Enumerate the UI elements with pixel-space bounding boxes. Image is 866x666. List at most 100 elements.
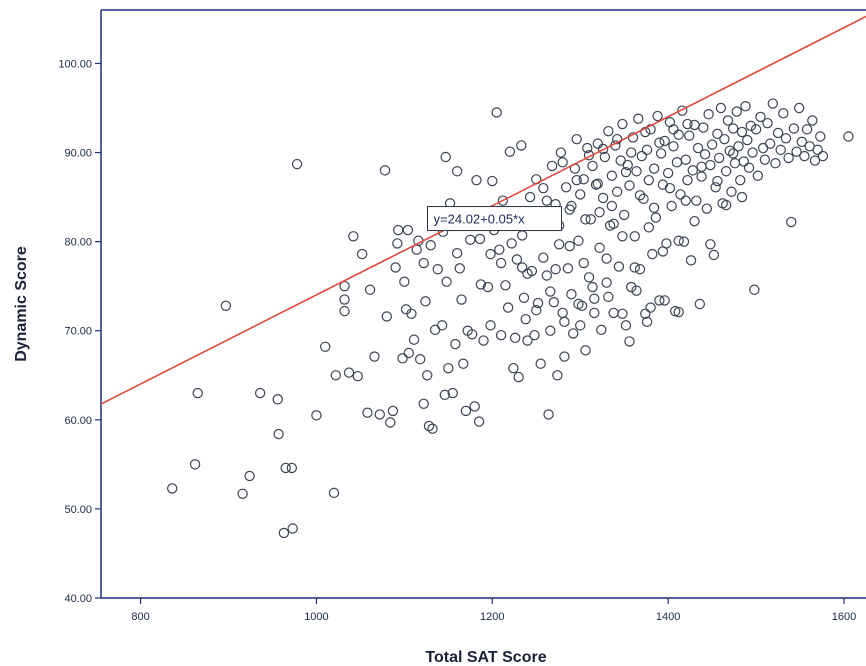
data-point [620,166,632,178]
data-point [662,167,674,179]
data-point [631,166,642,177]
data-point [390,262,401,273]
data-point [575,320,586,331]
data-point [738,156,749,167]
data-point [745,120,757,132]
data-point [441,276,452,287]
data-point [750,124,762,135]
data-point [817,150,829,162]
data-point [626,281,637,293]
data-point [767,98,778,109]
data-point [611,133,623,145]
data-point [626,147,637,158]
data-point [418,398,429,409]
data-point [673,306,684,318]
data-point [703,109,714,120]
data-point [677,105,688,116]
data-point [735,174,746,186]
data-point [594,242,605,254]
data-point [712,175,723,187]
data-point [843,131,854,142]
x-tick-label: 1200 [480,611,504,623]
data-point [752,170,764,181]
data-point [618,209,630,221]
data-point [339,280,350,292]
data-point [592,178,604,189]
data-point [555,147,567,158]
data-point [278,527,290,539]
data-point [374,409,385,420]
x-tick-label: 1600 [832,611,856,623]
data-point [728,148,739,159]
data-point [715,102,727,114]
data-point [575,189,586,200]
data-point [440,151,451,163]
data-point [427,423,438,434]
data-point [636,150,647,162]
data-point [606,170,618,181]
data-point [482,281,494,293]
data-point [566,200,577,212]
data-point [425,239,436,251]
y-tick-label: 70.00 [64,326,92,338]
data-point [471,174,482,186]
data-point [418,257,429,269]
data-point [532,297,544,309]
data-point [699,149,711,160]
data-point [793,102,805,114]
data-point [280,462,291,474]
data-point [320,341,331,352]
data-point [466,329,478,340]
data-point [511,254,523,265]
data-point [666,200,677,212]
data-point [379,165,391,176]
data-point [571,174,582,186]
data-point [622,159,633,171]
data-point [780,133,792,144]
data-point [387,405,399,417]
data-point [589,307,600,319]
data-point [485,320,496,331]
data-point [451,248,463,259]
data-point [420,296,431,307]
data-point [567,328,579,339]
data-point [399,276,410,287]
data-point [381,311,392,322]
data-point [497,195,509,206]
data-point [678,236,690,247]
data-point [788,123,800,134]
data-point [650,212,662,223]
x-tick-label: 1400 [656,611,680,623]
data-point [356,248,368,260]
data-point [254,387,266,399]
plot-area [101,10,866,598]
data-point [343,367,355,378]
data-point [724,145,735,156]
data-point [522,335,533,346]
data-point [562,263,574,274]
data-point [624,180,635,191]
y-tick-label: 60.00 [64,415,92,427]
data-point [587,160,598,172]
data-point [189,459,201,470]
data-point [772,127,784,139]
data-point [701,203,713,214]
data-point [740,101,751,112]
data-point [590,179,602,190]
data-point [728,123,739,134]
data-point [680,195,691,206]
data-point [516,140,527,151]
data-point [698,122,709,133]
x-tick-label: 800 [131,611,149,623]
data-point [500,280,511,291]
data-point [696,161,707,172]
data-point [585,214,596,225]
data-point [192,387,203,399]
data-point [815,131,826,142]
data-point [809,155,821,166]
data-point [414,354,426,365]
data-point [786,216,797,228]
data-point [330,370,341,381]
data-point [485,248,496,260]
